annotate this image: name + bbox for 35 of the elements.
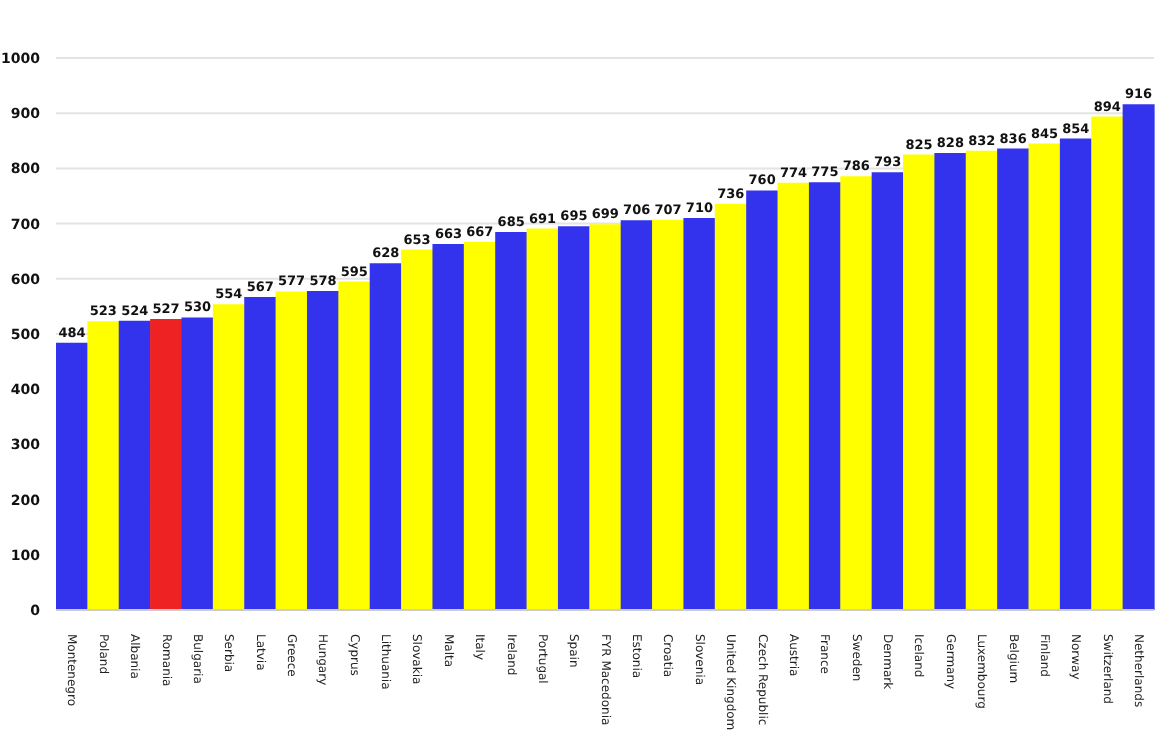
bar: [1122, 104, 1155, 610]
bar: [401, 249, 434, 610]
bar: [181, 317, 214, 610]
bar: [463, 241, 496, 610]
bar: [432, 244, 465, 610]
bar: [150, 319, 183, 610]
bar: [1059, 138, 1092, 610]
bar: [746, 190, 779, 610]
bar: [275, 291, 308, 610]
bar: [557, 226, 590, 610]
bar: [306, 290, 339, 610]
bar: [620, 220, 653, 610]
bar: [118, 320, 151, 610]
bar: [212, 304, 245, 610]
bar: [495, 231, 528, 610]
bar: [526, 228, 559, 610]
bar: [777, 182, 810, 610]
bar: [369, 263, 402, 610]
bar: [87, 321, 120, 610]
bar: [871, 172, 904, 610]
bar: [1091, 116, 1124, 610]
bar: [589, 224, 622, 610]
bar: [652, 219, 685, 610]
bar: [808, 182, 841, 610]
bar: [903, 154, 936, 610]
bar: [840, 176, 873, 610]
bar: [934, 152, 967, 610]
bar: [997, 148, 1030, 610]
bar: [244, 297, 277, 610]
bar: [338, 281, 371, 610]
bar: [683, 218, 716, 610]
bar: [1028, 143, 1061, 610]
bar: [714, 203, 747, 610]
bar: [56, 342, 88, 610]
bar: [965, 150, 998, 610]
